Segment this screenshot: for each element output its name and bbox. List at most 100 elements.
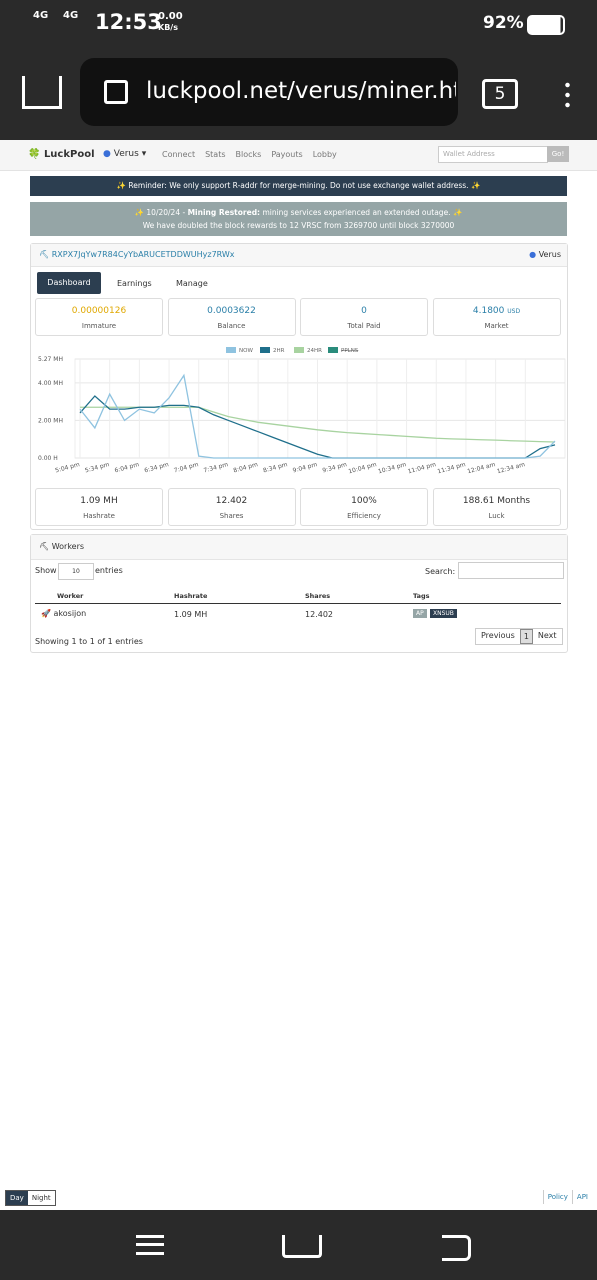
- clock: 12:53: [95, 10, 162, 34]
- column-header[interactable]: Shares: [305, 592, 331, 600]
- hashrate-cell: 1.09 MH: [174, 610, 208, 619]
- y-tick-label: 4.00 MH: [38, 380, 63, 387]
- recents-button[interactable]: [136, 1235, 164, 1255]
- pager-button[interactable]: 1: [519, 629, 533, 644]
- column-header[interactable]: Tags: [413, 592, 430, 600]
- nav-link[interactable]: Blocks: [235, 150, 262, 159]
- tab[interactable]: Earnings: [117, 279, 152, 288]
- system-nav: [0, 1210, 597, 1280]
- stat-label: Market: [484, 322, 509, 330]
- footer-link[interactable]: Policy: [542, 1190, 572, 1204]
- worker-cell: 🚀 akosijon: [41, 609, 87, 618]
- tab-count[interactable]: 5: [482, 79, 518, 109]
- show-label: Show: [35, 566, 57, 575]
- url: luckpool.net/verus/miner.ht: [146, 78, 456, 104]
- reminder: ✨ Reminder: We only support R-addr for m…: [30, 176, 567, 196]
- go-button[interactable]: Go!: [547, 146, 569, 162]
- series-line: [79, 373, 556, 459]
- stat-value: 4.1800 USD: [472, 306, 521, 316]
- address[interactable]: ⛏ RXPX7JqYw7R84CyYbARUCETDDWUHyz7RWx: [39, 250, 235, 259]
- x-tick-label: 7:34 pm: [203, 461, 229, 474]
- url-bar[interactable]: luckpool.net/verus/miner.ht: [80, 58, 458, 126]
- notice-bold: Mining Restored:: [187, 208, 261, 217]
- home-button[interactable]: [282, 1235, 322, 1258]
- footer-links: Policy API: [542, 1190, 592, 1204]
- search-label: Search:: [425, 567, 456, 576]
- stat-label: Luck: [488, 512, 505, 520]
- legend-label: NOW: [239, 348, 253, 354]
- tab-active[interactable]: Dashboard: [37, 272, 101, 294]
- x-tick-label: 5:04 pm: [55, 461, 81, 474]
- home-button[interactable]: [22, 76, 62, 109]
- column-header[interactable]: Hashrate: [174, 592, 208, 600]
- stat-label: Shares: [219, 512, 244, 520]
- network: 4G: [63, 10, 79, 21]
- x-tick-label: 6:04 pm: [114, 461, 140, 474]
- theme-day[interactable]: Day: [6, 1191, 28, 1205]
- miner-panel: ⛏ RXPX7JqYw7R84CyYbARUCETDDWUHyz7RWx ● V…: [30, 243, 568, 530]
- footer-link[interactable]: API: [571, 1190, 592, 1204]
- x-tick-label: 12:04 am: [467, 461, 497, 475]
- length-select[interactable]: 10: [58, 563, 94, 580]
- tag: AP: [413, 609, 427, 618]
- tab[interactable]: Manage: [176, 279, 208, 288]
- menu[interactable]: [565, 80, 570, 108]
- x-tick-label: 6:34 pm: [144, 461, 170, 474]
- stat-value: 0.0003622: [207, 306, 256, 316]
- nav-link[interactable]: Payouts: [271, 150, 303, 159]
- coin: Verus: [113, 149, 139, 159]
- plot-frame: [74, 358, 566, 459]
- stat-label: Balance: [217, 322, 246, 330]
- x-tick-label: 10:34 pm: [377, 461, 407, 475]
- x-tick-label: 9:04 pm: [292, 461, 318, 474]
- stat-value: 12.402: [215, 496, 248, 506]
- navbar: 🍀 LuckPool ● Verus ▾ Connect Stats Blocks P…: [0, 140, 597, 171]
- wallet-input[interactable]: Wallet Address: [438, 146, 548, 163]
- x-tick-label: 11:34 pm: [437, 461, 467, 475]
- stat-box: 100% Efficiency: [300, 488, 428, 526]
- address-text: RXPX7JqYw7R84CyYbARUCETDDWUHyz7RWx: [51, 250, 235, 259]
- stat-value: 100%: [351, 496, 377, 506]
- stat-value: 0.00000126: [71, 306, 127, 316]
- stat-box: 0.00000126 Immature: [35, 298, 163, 336]
- nav-link[interactable]: Stats: [205, 150, 226, 159]
- column-header[interactable]: Worker: [57, 592, 84, 600]
- legend-swatch: [260, 347, 270, 353]
- theme-night[interactable]: Night: [31, 1194, 51, 1202]
- x-tick-label: 8:34 pm: [262, 461, 288, 474]
- legend-label: 2HR: [273, 348, 285, 354]
- battery: 92%: [483, 13, 524, 33]
- pager-button[interactable]: Next: [537, 631, 557, 640]
- stat-label: Immature: [81, 322, 117, 330]
- coin-label: ● Verus: [529, 250, 561, 259]
- legend-label: PPLNS: [341, 348, 359, 354]
- search-input[interactable]: [458, 562, 564, 579]
- brand-text: LuckPool: [43, 149, 95, 160]
- stat-label: Hashrate: [83, 512, 115, 520]
- coin-menu[interactable]: ● Verus ▾: [103, 149, 147, 159]
- stat-box: 1.09 MH Hashrate: [35, 488, 163, 526]
- notice-text: mining services experienced an extended …: [262, 208, 451, 217]
- legend-swatch: [294, 347, 304, 353]
- x-tick-label: 10:04 pm: [348, 461, 378, 475]
- hashrate-chart: 0.00 H 2.00 MH 4.00 MH 5.27 MH 5:04 pm 5:34 p…: [38, 347, 566, 475]
- pager-button[interactable]: Previous: [481, 631, 515, 640]
- browser-chrome: 4G 4G 12:53 0.00 KB/s 92% luckpool.net/v…: [0, 0, 597, 140]
- brand[interactable]: 🍀 LuckPool: [28, 149, 95, 160]
- pager: Previous 1 Next: [475, 628, 563, 645]
- table-info: Showing 1 to 1 of 1 entries: [35, 637, 143, 646]
- tag: XNSUB: [430, 609, 457, 618]
- title-text: Workers: [51, 542, 85, 551]
- theme-switch: Day Night: [5, 1190, 56, 1206]
- workers-title: ⛏ Workers: [39, 542, 85, 551]
- nav-link[interactable]: Lobby: [312, 150, 337, 159]
- shares-cell: 12.402: [305, 610, 333, 619]
- back-button[interactable]: [442, 1235, 471, 1261]
- x-tick-label: 11:04 pm: [407, 461, 437, 475]
- stat-box: 188.61 Months Luck: [432, 488, 561, 526]
- network: 4G: [33, 10, 49, 21]
- nav-links: Connect Stats Blocks Payouts Lobby: [162, 150, 337, 159]
- nav-link[interactable]: Connect: [162, 150, 196, 159]
- x-tick-label: 12:34 am: [496, 461, 526, 475]
